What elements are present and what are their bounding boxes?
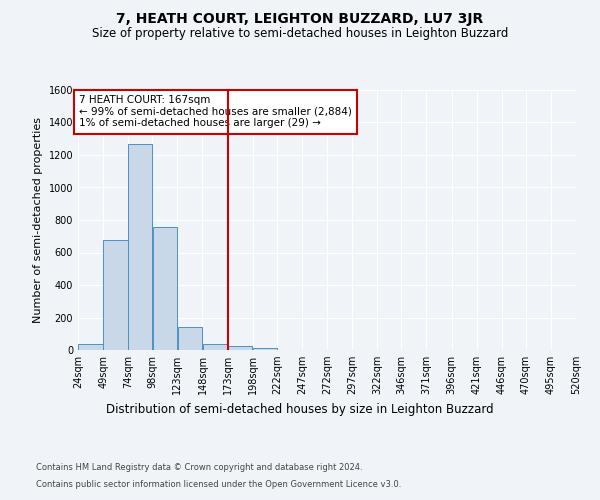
Bar [128,144,152,350]
Text: Contains HM Land Registry data © Crown copyright and database right 2024.: Contains HM Land Registry data © Crown c… [36,464,362,472]
Bar [253,348,277,350]
Text: 7 HEATH COURT: 167sqm
← 99% of semi-detached houses are smaller (2,884)
1% of se: 7 HEATH COURT: 167sqm ← 99% of semi-deta… [79,95,352,128]
Text: Contains public sector information licensed under the Open Government Licence v3: Contains public sector information licen… [36,480,401,489]
Bar [103,240,128,350]
Text: Distribution of semi-detached houses by size in Leighton Buzzard: Distribution of semi-detached houses by … [106,402,494,415]
Bar [228,346,253,350]
Text: Size of property relative to semi-detached houses in Leighton Buzzard: Size of property relative to semi-detach… [92,28,508,40]
Bar [152,227,177,350]
Bar [178,327,202,350]
Text: 7, HEATH COURT, LEIGHTON BUZZARD, LU7 3JR: 7, HEATH COURT, LEIGHTON BUZZARD, LU7 3J… [116,12,484,26]
Bar [78,344,103,350]
Bar [203,344,227,350]
Y-axis label: Number of semi-detached properties: Number of semi-detached properties [33,117,43,323]
